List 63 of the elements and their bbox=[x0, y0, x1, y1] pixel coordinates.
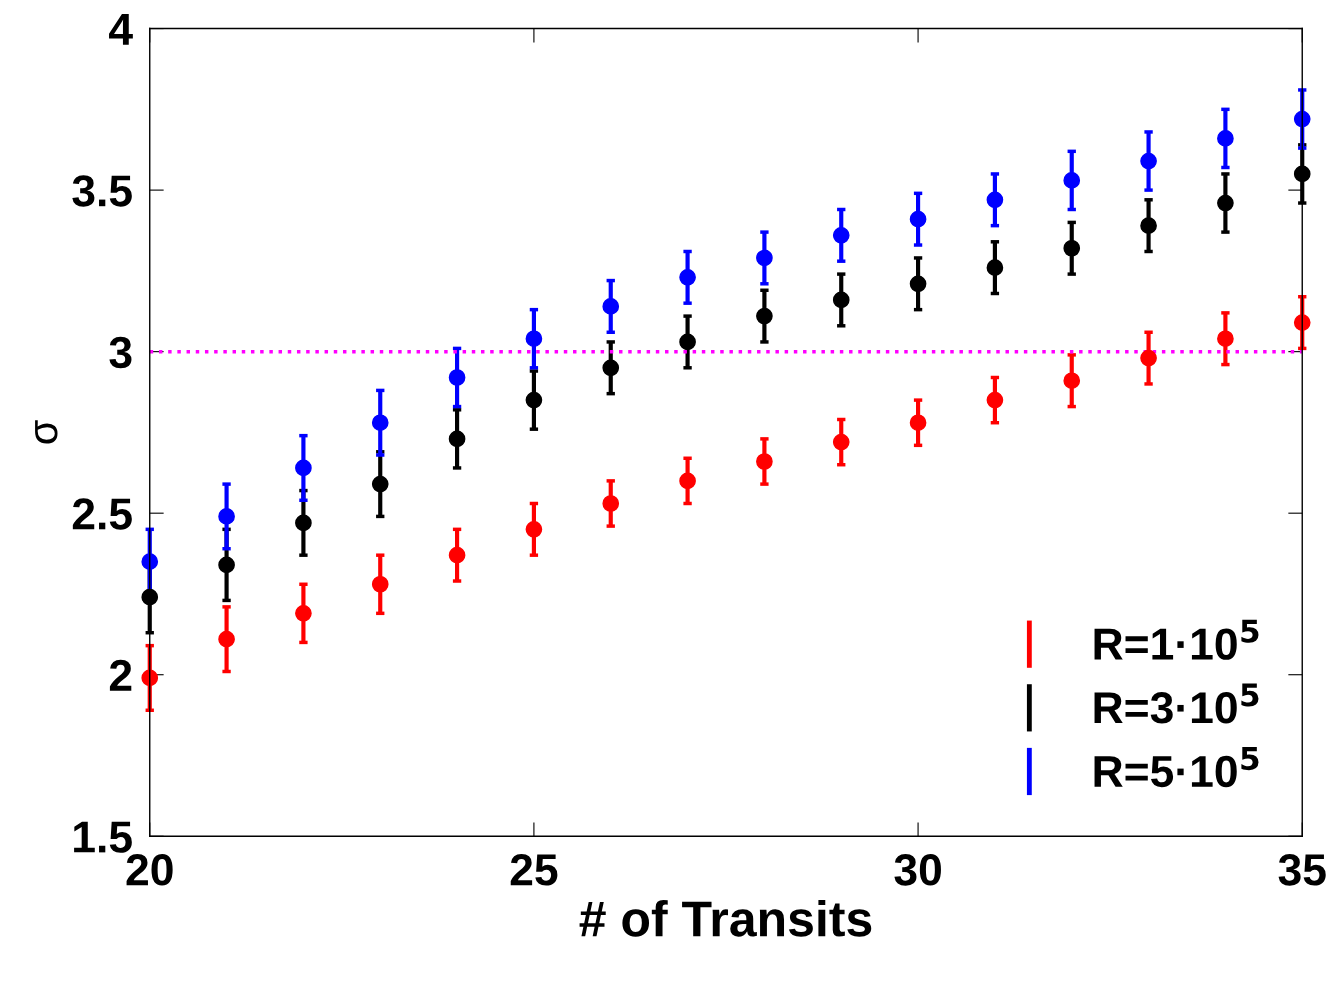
point bbox=[1217, 194, 1234, 212]
x-tick-label: 25 bbox=[510, 854, 558, 886]
point bbox=[986, 259, 1004, 276]
point bbox=[1140, 349, 1157, 367]
x-tick-label: 30 bbox=[894, 854, 941, 886]
point bbox=[832, 291, 850, 309]
y-tick-label: 3 bbox=[109, 336, 132, 369]
legend-label: R=1·10$^{5}$ bbox=[1094, 619, 1259, 660]
point bbox=[295, 514, 312, 532]
point bbox=[679, 472, 696, 490]
point bbox=[986, 391, 1004, 409]
point bbox=[756, 453, 773, 470]
x-tick-label: 35 bbox=[1278, 854, 1326, 886]
point bbox=[141, 553, 159, 570]
point bbox=[909, 275, 927, 293]
y-tick-label: 2.5 bbox=[72, 498, 132, 530]
point bbox=[1140, 217, 1157, 234]
legend-label: R=5·10$^{5}$ bbox=[1094, 747, 1259, 788]
point bbox=[1063, 239, 1081, 257]
point bbox=[1217, 130, 1234, 147]
point bbox=[218, 508, 235, 525]
y-axis-title: σ bbox=[35, 420, 58, 444]
point bbox=[756, 307, 773, 325]
point bbox=[1140, 152, 1157, 170]
point bbox=[1293, 165, 1311, 183]
point bbox=[679, 269, 696, 286]
point bbox=[1063, 372, 1081, 390]
point bbox=[448, 546, 466, 564]
legend-label: R=3·10$^{5}$ bbox=[1094, 683, 1259, 724]
point bbox=[832, 433, 850, 451]
y-tick-label: 2 bbox=[109, 659, 132, 691]
y-tick-label: 3.5 bbox=[72, 175, 132, 207]
point bbox=[525, 330, 543, 348]
point bbox=[1217, 330, 1234, 348]
point bbox=[141, 588, 159, 606]
point bbox=[602, 298, 620, 315]
point bbox=[909, 414, 927, 432]
point bbox=[602, 495, 620, 512]
point bbox=[295, 605, 312, 622]
point bbox=[371, 414, 389, 432]
y-tick-label: 1.5 bbox=[74, 821, 132, 853]
point bbox=[756, 249, 773, 267]
point bbox=[1293, 314, 1311, 331]
point bbox=[1293, 110, 1311, 128]
point bbox=[218, 556, 235, 574]
point bbox=[448, 369, 466, 386]
point bbox=[448, 430, 466, 448]
y-tick-label: 4 bbox=[109, 14, 133, 45]
point bbox=[832, 227, 850, 244]
point bbox=[986, 191, 1004, 209]
point bbox=[218, 630, 235, 648]
x-tick-label: 20 bbox=[126, 854, 173, 886]
point bbox=[679, 333, 696, 351]
point bbox=[295, 459, 312, 477]
x-axis-title: # of Transits bbox=[579, 899, 872, 937]
point bbox=[371, 575, 389, 593]
point bbox=[525, 521, 543, 538]
point bbox=[602, 359, 620, 377]
point bbox=[371, 475, 389, 493]
point bbox=[141, 669, 159, 687]
point bbox=[525, 391, 543, 409]
point bbox=[1063, 172, 1081, 189]
point bbox=[909, 210, 927, 228]
